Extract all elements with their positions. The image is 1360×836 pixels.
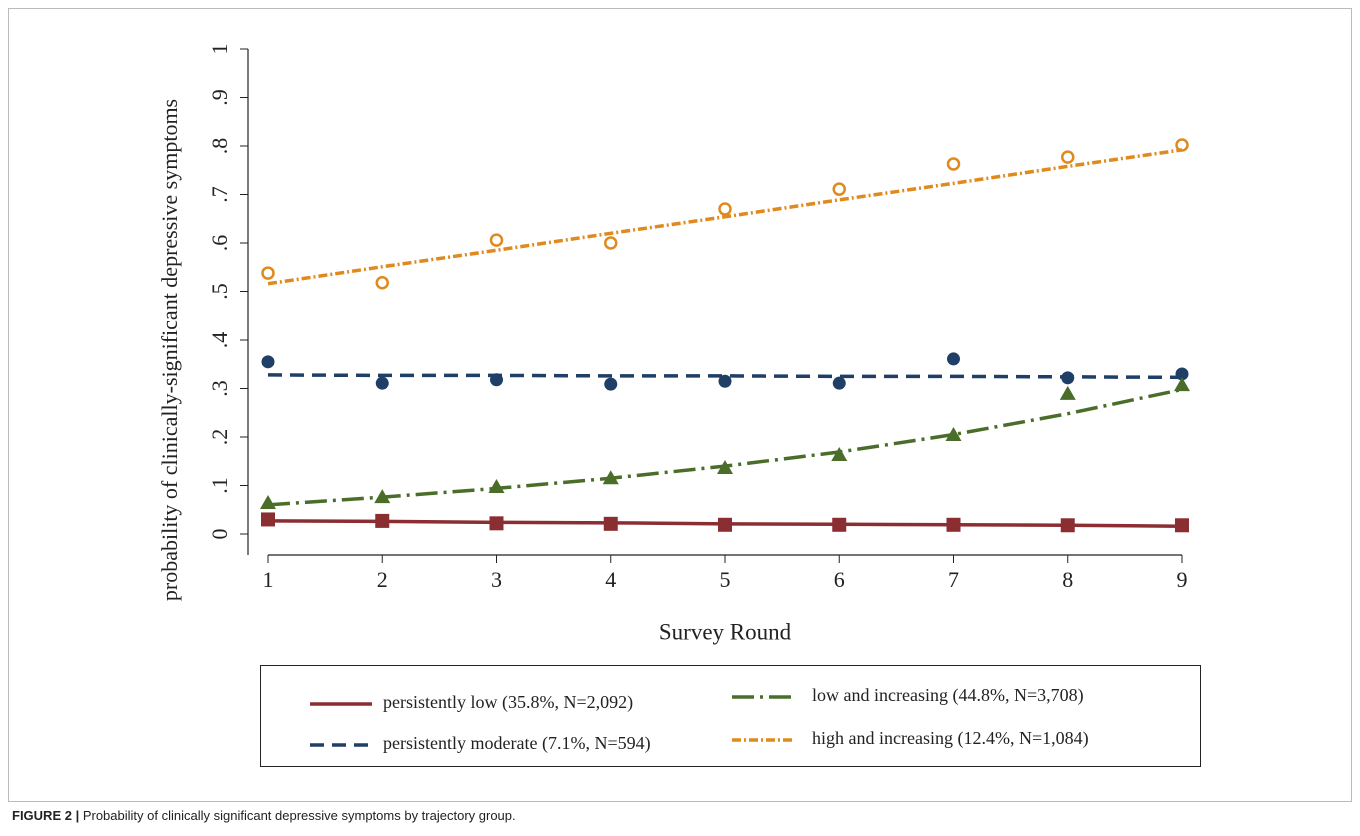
x-tick-label: 5 [720, 567, 731, 592]
x-tick-label: 3 [491, 567, 502, 592]
marker [375, 513, 390, 528]
legend-label: persistently low (35.8%, N=2,092) [383, 692, 633, 713]
figure-frame [8, 8, 1352, 802]
y-tick-label: .4 [207, 332, 232, 349]
x-tick-label: 9 [1177, 567, 1188, 592]
y-tick-label: .7 [207, 186, 232, 203]
legend-label: high and increasing (12.4%, N=1,084) [812, 728, 1089, 749]
marker [1059, 385, 1076, 400]
marker [604, 377, 618, 391]
marker [261, 266, 275, 280]
x-tick-label: 7 [948, 567, 959, 592]
marker [945, 427, 962, 442]
marker [1175, 138, 1189, 152]
marker [718, 517, 732, 532]
caption: FIGURE 2 | Probability of clinically sig… [12, 808, 516, 823]
marker [832, 517, 847, 532]
fitted-line [267, 373, 1183, 380]
marker [1175, 367, 1189, 381]
marker [375, 276, 389, 290]
marker [490, 373, 503, 387]
marker [946, 517, 961, 532]
marker [488, 478, 505, 493]
caption-label: FIGURE 2 | [12, 808, 79, 823]
marker [375, 376, 389, 390]
marker [831, 446, 848, 461]
y-tick-label: .9 [207, 89, 232, 106]
x-tick-label: 2 [377, 567, 388, 592]
x-tick-label: 4 [605, 567, 616, 592]
y-tick-label: .2 [207, 429, 232, 446]
marker [261, 512, 275, 527]
marker [1174, 377, 1190, 392]
marker [489, 516, 504, 531]
marker [947, 352, 960, 366]
marker [718, 374, 732, 388]
fitted-line [267, 387, 1183, 507]
y-tick-label: .5 [207, 283, 232, 300]
marker [604, 236, 618, 250]
marker [1061, 150, 1075, 164]
marker [374, 489, 391, 504]
marker [832, 182, 846, 196]
y-tick-label: .3 [207, 380, 232, 397]
x-tick-label: 6 [834, 567, 845, 592]
marker [489, 233, 504, 247]
x-tick-label: 8 [1062, 567, 1073, 592]
marker [946, 157, 961, 171]
marker [1060, 518, 1075, 533]
marker [1061, 371, 1075, 385]
x-tick-label: 1 [263, 567, 274, 592]
x-axis-title: Survey Round [659, 619, 792, 644]
marker [1175, 518, 1189, 533]
marker [603, 516, 618, 531]
marker [718, 202, 732, 216]
y-tick-label: .6 [207, 235, 232, 252]
marker [261, 355, 275, 369]
legend-label: low and increasing (44.8%, N=3,708) [812, 685, 1084, 706]
marker [832, 376, 846, 390]
fitted-line [267, 148, 1183, 286]
legend-label: persistently moderate (7.1%, N=594) [383, 733, 651, 754]
y-tick-label: .1 [207, 477, 232, 494]
caption-text: Probability of clinically significant de… [83, 808, 516, 823]
marker [717, 460, 733, 475]
marker [602, 470, 619, 485]
legend-box [260, 665, 1201, 767]
y-tick-label: 0 [207, 529, 232, 540]
marker [260, 494, 276, 509]
y-axis-title: probability of clinically-significant de… [157, 99, 182, 601]
y-tick-label: 1 [207, 44, 232, 55]
y-tick-label: .8 [207, 138, 232, 155]
